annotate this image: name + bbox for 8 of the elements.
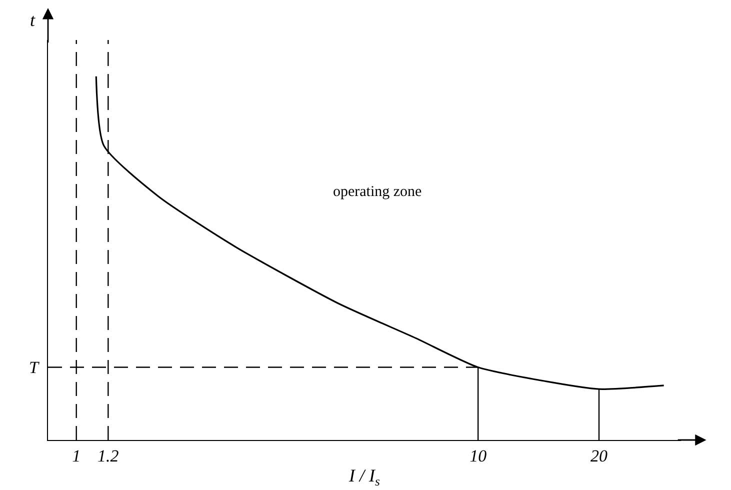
y-axis-title: t [30, 10, 36, 30]
x-tick-label: 10 [470, 446, 488, 466]
x-tick-label: 20 [590, 446, 608, 466]
annotation: operating zone [333, 184, 422, 200]
ref-line-label: T [29, 358, 40, 377]
x-axis-title: I / I$_{s}$ [348, 466, 380, 488]
x-tick-label: 1.2 [98, 446, 120, 466]
x-tick-label: 1 [72, 446, 81, 466]
